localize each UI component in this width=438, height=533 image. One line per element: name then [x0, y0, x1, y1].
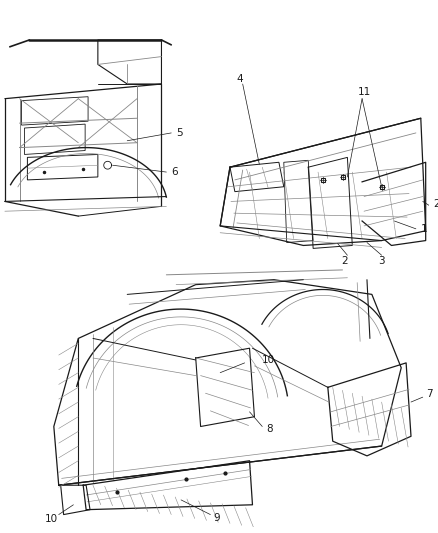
- Text: 11: 11: [357, 87, 371, 97]
- Text: 5: 5: [176, 128, 183, 138]
- Text: 4: 4: [237, 74, 243, 84]
- Text: 2: 2: [434, 199, 438, 209]
- Text: 6: 6: [171, 167, 178, 177]
- Text: 9: 9: [213, 513, 220, 522]
- Text: 10: 10: [262, 355, 276, 365]
- Text: 2: 2: [341, 256, 348, 266]
- Text: 1: 1: [421, 224, 427, 234]
- Text: 7: 7: [426, 389, 432, 399]
- Text: 3: 3: [378, 256, 385, 266]
- Text: 8: 8: [266, 424, 273, 434]
- Text: 10: 10: [44, 514, 57, 524]
